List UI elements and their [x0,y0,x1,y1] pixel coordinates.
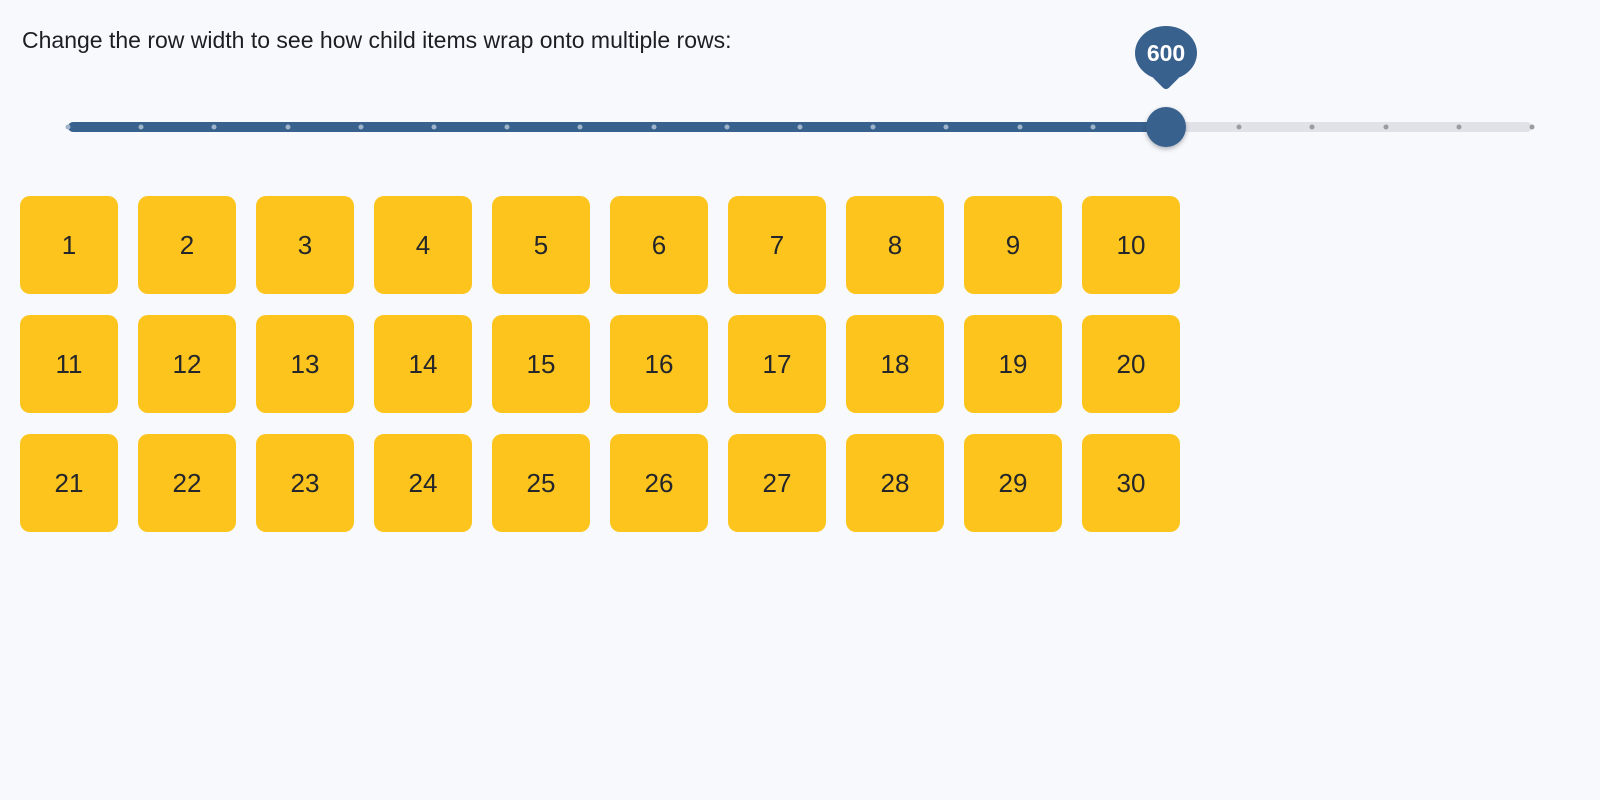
grid-item: 15 [492,315,590,413]
grid-item: 5 [492,196,590,294]
grid-item: 1 [20,196,118,294]
grid-item: 21 [20,434,118,532]
grid-item: 30 [1082,434,1180,532]
grid-item: 27 [728,434,826,532]
slider-handle[interactable] [1146,107,1186,147]
grid-item: 24 [374,434,472,532]
grid-item: 20 [1082,315,1180,413]
grid-item: 25 [492,434,590,532]
grid-item: 29 [964,434,1062,532]
grid-item: 17 [728,315,826,413]
grid-item: 13 [256,315,354,413]
grid-item: 6 [610,196,708,294]
grid-item: 16 [610,315,708,413]
grid-item: 14 [374,315,472,413]
grid-item: 28 [846,434,944,532]
grid-item: 9 [964,196,1062,294]
grid-item: 8 [846,196,944,294]
grid-item: 3 [256,196,354,294]
slider-track[interactable] [68,122,1532,132]
grid-item: 4 [374,196,472,294]
grid-item: 12 [138,315,236,413]
grid-item: 26 [610,434,708,532]
instruction-text: Change the row width to see how child it… [22,27,732,53]
grid-item: 18 [846,315,944,413]
grid-item: 7 [728,196,826,294]
row-width-slider[interactable]: 600 [65,26,1535,147]
grid-item: 10 [1082,196,1180,294]
grid-item: 19 [964,315,1062,413]
slider-fill [68,122,1166,132]
item-grid: 1 2 3 4 5 6 7 8 9 10 11 12 13 14 15 16 17 18 19 20 21 22 23 24 2… [20,196,1198,532]
grid-item: 23 [256,434,354,532]
grid-item: 11 [20,315,118,413]
slider-tooltip: 600 [1135,26,1197,80]
grid-item: 2 [138,196,236,294]
grid-item: 22 [138,434,236,532]
